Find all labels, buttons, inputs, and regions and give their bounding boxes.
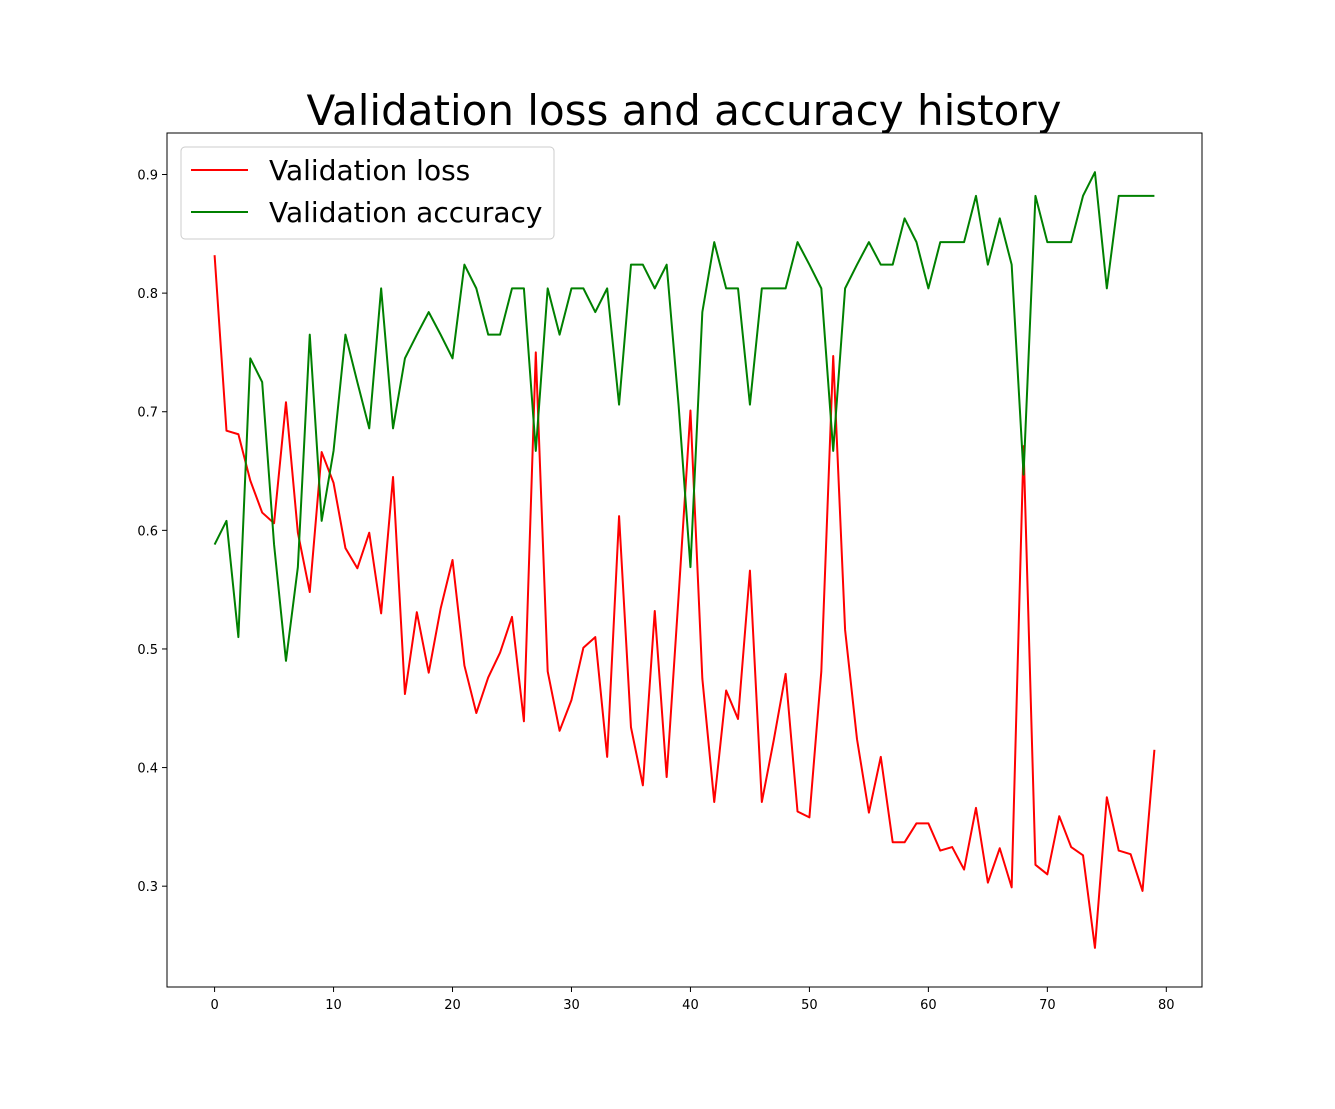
y-tick-label: 0.8 — [137, 287, 158, 302]
legend-label: Validation accuracy — [269, 196, 543, 229]
y-axis: 0.3 0.4 0.5 0.6 0.7 0.8 0.9 — [137, 169, 167, 895]
x-tick-label: 50 — [801, 998, 818, 1013]
y-tick-label: 0.7 — [137, 406, 158, 421]
x-tick-label: 20 — [444, 998, 461, 1013]
x-axis: 0 10 20 30 40 50 60 70 80 — [210, 987, 1175, 1013]
x-tick-label: 40 — [682, 998, 699, 1013]
plot-lines — [213, 171, 1156, 949]
y-tick-label: 0.5 — [137, 643, 158, 658]
chart-title: Validation loss and accuracy history — [307, 86, 1062, 135]
series-line-validation-loss — [213, 255, 1156, 949]
x-tick-label: 10 — [325, 998, 342, 1013]
x-tick-label: 70 — [1039, 998, 1056, 1013]
y-tick-label: 0.4 — [137, 762, 158, 777]
legend-label: Validation loss — [269, 154, 470, 187]
x-tick-label: 0 — [210, 998, 218, 1013]
y-tick-label: 0.6 — [137, 524, 158, 539]
y-tick-label: 0.3 — [137, 880, 158, 895]
legend: Validation loss Validation accuracy — [180, 146, 555, 240]
y-tick-label: 0.9 — [137, 169, 158, 184]
axes-frame — [166, 132, 1203, 988]
x-tick-label: 30 — [563, 998, 580, 1013]
x-tick-label: 60 — [920, 998, 937, 1013]
legend-box — [180, 146, 555, 240]
x-tick-label: 80 — [1158, 998, 1175, 1013]
series-line-validation-accuracy — [213, 171, 1155, 662]
